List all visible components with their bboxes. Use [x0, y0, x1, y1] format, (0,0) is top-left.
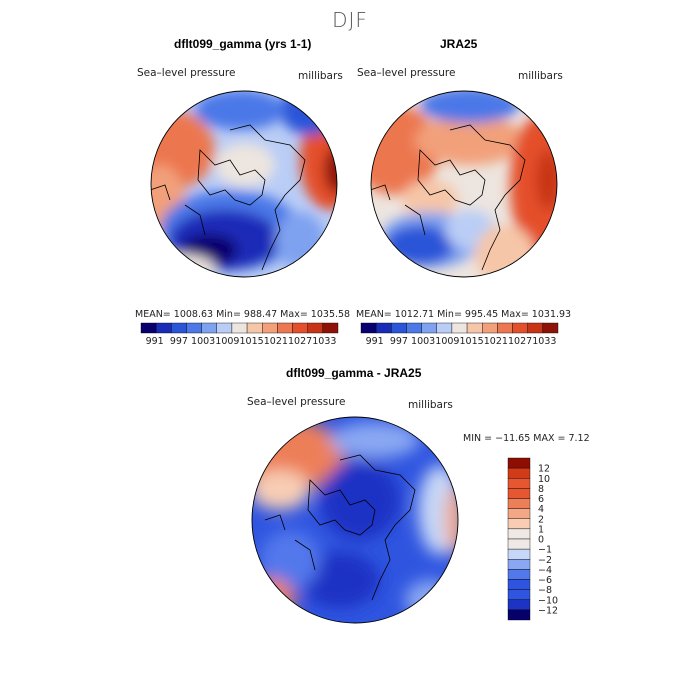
colorbar-swatch: [216, 322, 233, 334]
diff-colorbar-swatch: [507, 548, 531, 560]
diff-colorbar-swatch: [507, 599, 531, 611]
model-stats: MEAN= 1008.63 Min= 988.47 Max= 1035.58: [135, 309, 351, 320]
obs-colorbar: 991 997 1003 1009 1015 1021 1027 1033: [360, 322, 559, 347]
colorbar-label: 1033: [312, 336, 336, 347]
diff-colorbar-label: 0: [538, 535, 544, 546]
obs-variable-label: Sea–level pressure: [357, 67, 456, 79]
colorbar-swatch: [527, 322, 544, 334]
model-panel-title: dflt099_gamma (yrs 1-1): [174, 37, 312, 51]
diff-colorbar-label: −6: [538, 575, 552, 586]
colorbar-label: 1021: [484, 336, 508, 347]
colorbar-label: 997: [170, 336, 188, 347]
colorbar-swatch: [307, 322, 324, 334]
colorbar-swatch: [421, 322, 437, 334]
diff-slp-map: [251, 416, 459, 624]
model-units-label: millibars: [298, 70, 343, 82]
obs-units-label: millibars: [518, 70, 563, 82]
colorbar-swatch: [466, 322, 483, 334]
colorbar-label: 1015: [240, 336, 264, 347]
obs-slp-map: [370, 90, 558, 278]
colorbar-label: 1003: [191, 336, 215, 347]
colorbar-swatch: [542, 322, 559, 334]
colorbar-label: 991: [366, 336, 384, 347]
colorbar-swatch: [482, 322, 498, 334]
colorbar-label: 991: [146, 336, 164, 347]
diff-stats: MIN = −11.65 MAX = 7.12: [463, 433, 590, 444]
model-slp-map: [150, 90, 338, 278]
colorbar-swatch: [292, 322, 308, 334]
colorbar-label: 1033: [532, 336, 556, 347]
colorbar-swatch: [322, 322, 339, 334]
diff-colorbar-swatch: [507, 589, 531, 600]
diff-colorbar-label: −4: [538, 565, 552, 576]
diff-colorbar-swatch: [507, 478, 531, 489]
diff-colorbar-label: −10: [538, 595, 558, 606]
colorbar-swatch: [155, 322, 172, 334]
diff-colorbar-label: 8: [538, 484, 544, 495]
colorbar-label: 1003: [411, 336, 435, 347]
diff-colorbar-swatch: [507, 538, 531, 550]
diff-colorbar-swatch: [507, 528, 531, 540]
colorbar-swatch: [231, 322, 248, 334]
colorbar-swatch: [375, 322, 392, 334]
diff-colorbar-swatch: [507, 609, 531, 621]
diff-panel-title: dflt099_gamma - JRA25: [286, 366, 422, 380]
diff-colorbar-label: 12: [538, 464, 550, 475]
diff-colorbar-label: −1: [538, 545, 552, 556]
obs-stats: MEAN= 1012.71 Min= 995.45 Max= 1031.93: [356, 309, 572, 320]
colorbar-swatch: [201, 322, 217, 334]
model-colorbar: 991 997 1003 1009 1015 1021 1027 1033: [140, 322, 339, 347]
diff-colorbar-label: 10: [538, 474, 550, 485]
diff-colorbar-swatch: [507, 498, 531, 509]
diff-colorbar-swatch: [507, 579, 531, 590]
colorbar-label: 1027: [288, 336, 312, 347]
season-title: DJF: [332, 8, 368, 32]
diff-colorbar-label: 1: [538, 524, 544, 535]
diff-colorbar-label: −8: [538, 585, 552, 596]
colorbar-swatch: [436, 322, 453, 334]
colorbar-label: 997: [390, 336, 408, 347]
diff-colorbar-swatch: [507, 559, 531, 570]
colorbar-swatch: [512, 322, 528, 334]
colorbar-label: 1021: [264, 336, 288, 347]
diff-variable-label: Sea–level pressure: [247, 396, 346, 408]
diff-colorbar-swatch: [507, 457, 531, 469]
diff-units-label: millibars: [408, 399, 453, 411]
colorbar-swatch: [246, 322, 263, 334]
colorbar-label: 1009: [435, 336, 459, 347]
diff-colorbar-label: 2: [538, 514, 544, 525]
colorbar-swatch: [186, 322, 202, 334]
obs-panel-title: JRA25: [440, 37, 478, 51]
colorbar-swatch: [406, 322, 422, 334]
model-variable-label: Sea–level pressure: [137, 67, 236, 79]
diff-colorbar-swatch: [507, 518, 531, 530]
diff-colorbar-swatch: [507, 508, 531, 519]
diff-colorbar-label: −2: [538, 555, 552, 566]
colorbar-swatch: [360, 322, 377, 334]
diff-colorbar-label: 4: [538, 504, 544, 515]
colorbar-swatch: [171, 322, 187, 334]
colorbar-label: 1027: [508, 336, 532, 347]
colorbar-swatch: [451, 322, 468, 334]
diff-colorbar-swatch: [507, 488, 531, 499]
colorbar-swatch: [262, 322, 278, 334]
diff-colorbar-swatch: [507, 467, 531, 479]
colorbar-swatch: [391, 322, 407, 334]
diff-colorbar-label: 6: [538, 494, 544, 505]
diff-colorbar-swatch: [507, 569, 531, 580]
diff-colorbar-label: −12: [538, 605, 558, 616]
colorbar-label: 1015: [460, 336, 484, 347]
colorbar-swatch: [497, 322, 513, 334]
colorbar-swatch: [277, 322, 293, 334]
colorbar-label: 1009: [215, 336, 239, 347]
colorbar-swatch: [140, 322, 157, 334]
